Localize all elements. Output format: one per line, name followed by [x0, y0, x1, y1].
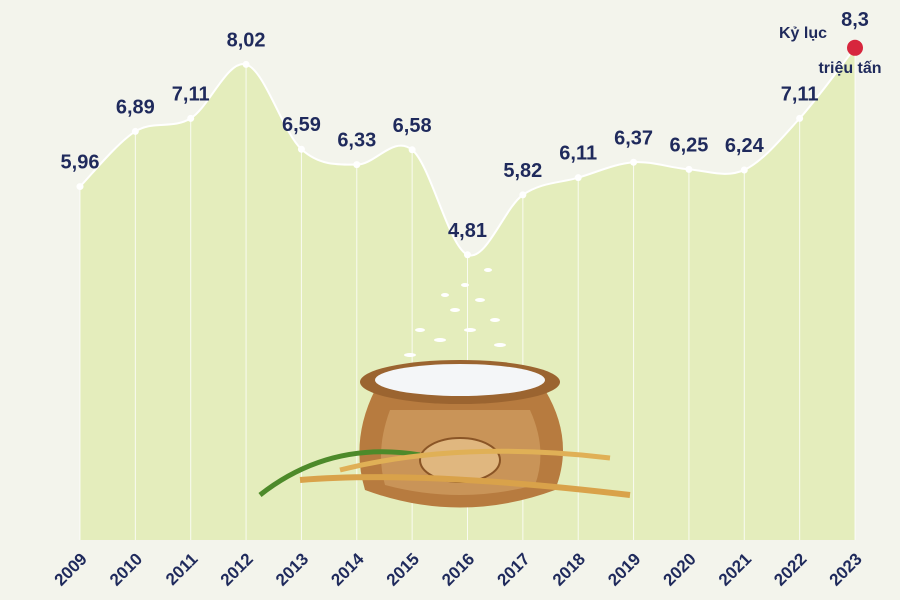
- value-label: 7,11: [172, 83, 210, 105]
- value-label: 6,33: [337, 130, 376, 152]
- highlight-point: [847, 39, 863, 56]
- point: [740, 166, 748, 174]
- value-label: 6,24: [725, 135, 765, 157]
- line: [79, 47, 856, 257]
- rice-stalk: [339, 448, 611, 473]
- rice-grains: [404, 268, 506, 357]
- point: [796, 114, 804, 122]
- point: [76, 183, 84, 191]
- value-label: 6,59: [282, 114, 321, 136]
- value-label: 6,58: [393, 115, 432, 137]
- value-label: 8,3: [841, 9, 869, 31]
- point: [630, 158, 638, 166]
- value-label: 6,89: [116, 96, 155, 118]
- point: [131, 127, 139, 135]
- value-label: 8,02: [227, 29, 266, 51]
- point: [685, 165, 693, 173]
- rice-stalk: [299, 474, 631, 498]
- value-label: 5,82: [503, 160, 542, 182]
- value-label: 7,11: [781, 83, 819, 105]
- annotation: triệu tấn: [818, 60, 881, 77]
- point: [187, 114, 195, 122]
- point: [464, 251, 471, 259]
- rice-leaf: [258, 449, 421, 497]
- value-label: 4,81: [448, 220, 487, 242]
- value-label: 5,96: [61, 152, 100, 174]
- annotation: Kỷ lục: [779, 25, 827, 42]
- point: [297, 145, 305, 153]
- value-label: 6,25: [669, 134, 708, 156]
- rice-pile: [375, 364, 545, 396]
- rice-sack-illustration: [258, 268, 631, 508]
- point: [574, 174, 582, 182]
- point: [519, 191, 527, 199]
- value-label: 6,37: [614, 127, 653, 149]
- point: [242, 60, 250, 68]
- point: [353, 161, 361, 169]
- value-label: 6,11: [559, 143, 597, 165]
- point: [408, 146, 416, 154]
